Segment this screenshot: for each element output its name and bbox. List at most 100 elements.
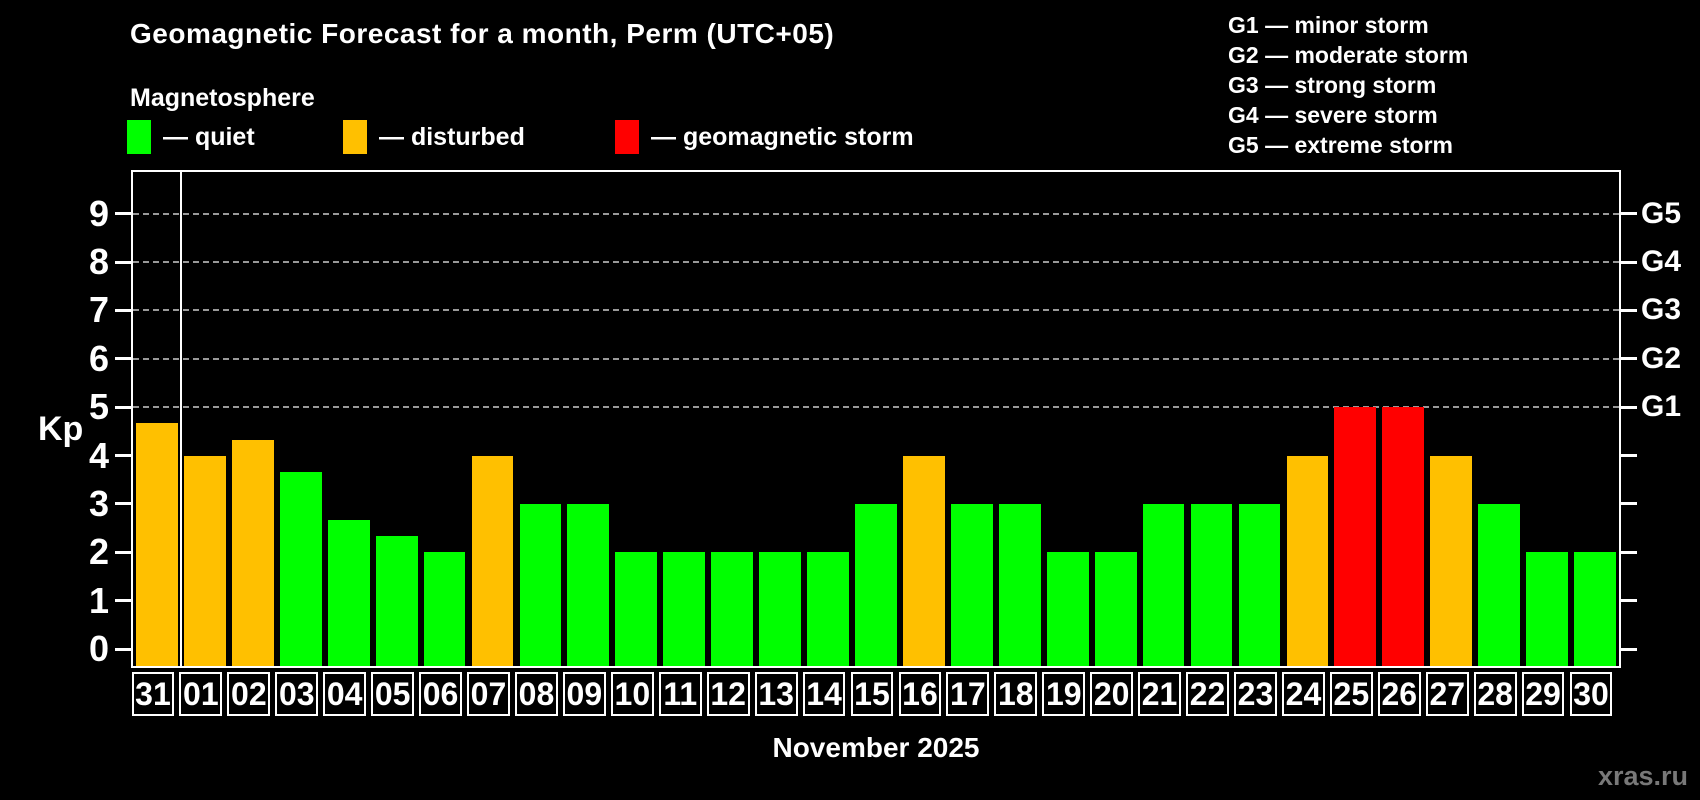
day-label-cell-23: 23 [1234, 672, 1277, 716]
right-axis-label-g1: G1 [1641, 390, 1682, 424]
day-label-cell-27: 27 [1425, 672, 1469, 716]
legend-item-storm: — geomagnetic storm [615, 119, 914, 155]
y-tick-label-0: 0 [88, 628, 109, 670]
y-axis-tick-left [115, 647, 131, 651]
day-label-cell-10: 10 [610, 672, 654, 716]
y-axis-tick-right [1621, 454, 1637, 457]
gridline-kp9 [133, 212, 1619, 215]
plot-area: G1 G2 G3 G4 G5 0 1 2 3 4 5 6 7 8 9 [89, 170, 1681, 669]
kp-bar-day-15 [855, 503, 897, 666]
kp-bar-day-06 [423, 552, 466, 666]
day-label-cell-07: 07 [467, 672, 510, 716]
kp-bar-day-17 [950, 503, 993, 666]
day-label-cell-28: 28 [1473, 672, 1517, 716]
y-tick-label-7: 7 [88, 289, 109, 331]
y-axis-tick-right [1621, 212, 1637, 216]
gridline-kp5 [133, 406, 1619, 409]
y-axis-tick-right [1621, 308, 1637, 312]
y-tick-label-2: 2 [88, 531, 109, 573]
kp-bar-day-09 [567, 503, 610, 666]
kp-bar-day-29 [1526, 552, 1568, 666]
y-axis-tick-right [1621, 550, 1637, 554]
y-axis-tick-right [1621, 599, 1637, 603]
kp-bar-day-28 [1478, 503, 1521, 666]
kp-bar-day-21 [1142, 503, 1185, 666]
gridline-kp8 [133, 261, 1619, 263]
chart-subtitle: Magnetosphere [130, 84, 315, 112]
day-label-cell-06: 06 [419, 672, 462, 716]
y-axis-tick-left [115, 357, 131, 361]
day-label-cell-29: 29 [1521, 672, 1565, 716]
disturbed-swatch-icon [343, 120, 367, 154]
g-scale-legend: G1 — minor storm G2 — moderate storm G3 — … [1228, 10, 1468, 160]
kp-bar-day-18 [998, 503, 1041, 666]
g-legend-line: G1 — minor storm [1228, 12, 1429, 38]
y-axis-tick-right [1621, 647, 1637, 651]
kp-bar-day-30 [1574, 552, 1616, 666]
y-axis-tick-right [1621, 357, 1637, 361]
y-axis-tick-left [115, 502, 131, 506]
kp-bar-day-26 [1382, 407, 1425, 666]
kp-bar-day-10 [615, 552, 658, 666]
y-axis-tick-left [115, 599, 131, 603]
g-legend-line: G4 — severe storm [1228, 102, 1438, 128]
kp-bar-day-27 [1430, 455, 1473, 666]
gridline-kp7 [133, 309, 1619, 312]
legend-item-label: — disturbed [379, 122, 525, 151]
legend-item-quiet: — quiet [127, 119, 255, 155]
day-label-cell-14: 14 [802, 672, 846, 716]
y-axis-tick-right [1621, 260, 1637, 264]
kp-bar-day-25 [1334, 407, 1377, 666]
day-label-cell-03: 03 [275, 672, 319, 716]
legend-item-label: — quiet [163, 122, 255, 151]
day-label-cell-16: 16 [898, 672, 942, 716]
y-tick-label-6: 6 [88, 337, 109, 379]
kp-bar-day-01 [183, 455, 226, 666]
kp-bar-day-02 [231, 439, 274, 666]
kp-bar-day-31 [136, 423, 178, 666]
kp-bar-day-03 [279, 471, 322, 666]
kp-bar-day-13 [759, 552, 802, 666]
chart-title: Geomagnetic Forecast for a month, Perm (… [130, 18, 835, 49]
right-axis-label-g4: G4 [1641, 245, 1682, 278]
quiet-swatch-icon [127, 120, 151, 154]
y-axis-tick-right [1621, 502, 1637, 506]
watermark: xras.ru [1597, 761, 1688, 791]
y-axis-tick-left [115, 550, 131, 554]
day-label-cell-05: 05 [371, 672, 415, 716]
day-label-cell-31: 31 [131, 672, 175, 716]
day-label-cell-22: 22 [1186, 672, 1229, 716]
g-legend-line: G5 — extreme storm [1228, 132, 1453, 158]
kp-bar-day-14 [807, 552, 849, 666]
kp-bar-day-05 [375, 536, 418, 666]
kp-bar-day-24 [1286, 455, 1329, 666]
day-label-cell-26: 26 [1377, 672, 1421, 716]
day-label-cell-24: 24 [1282, 672, 1325, 716]
kp-bar-day-16 [903, 455, 945, 666]
y-axis-tick-left [115, 212, 131, 216]
day-label-cell-17: 17 [946, 672, 990, 716]
right-axis-label-g5: G5 [1641, 196, 1682, 230]
kp-bar-day-07 [471, 455, 514, 666]
day-label-cell-19: 19 [1042, 672, 1086, 716]
kp-bar-day-20 [1094, 552, 1137, 666]
day-label-cell-09: 09 [562, 672, 606, 716]
day-label-cell-21: 21 [1138, 672, 1181, 716]
y-tick-label-4: 4 [88, 434, 109, 476]
y-axis-tick-left [115, 260, 131, 264]
day-label-cell-12: 12 [706, 672, 750, 716]
day-label-cell-01: 01 [179, 672, 223, 716]
month-separator-line [179, 172, 182, 666]
kp-bar-day-23 [1238, 503, 1281, 666]
day-label-cell-02: 02 [227, 672, 271, 716]
g-legend-line: G2 — moderate storm [1228, 42, 1469, 68]
day-label-cell-25: 25 [1329, 672, 1373, 716]
day-label-cell-18: 18 [994, 672, 1038, 716]
x-axis-day-labels: 31 01 02 03 04 05 06 07 08 09 10 11 12 13 14 15 16 17 18 19… [131, 672, 1621, 718]
gridline-kp6 [133, 357, 1619, 360]
day-label-cell-15: 15 [850, 672, 894, 716]
y-tick-label-1: 1 [88, 579, 109, 621]
legend-item-label: — geomagnetic storm [651, 122, 914, 151]
storm-swatch-icon [615, 120, 639, 154]
